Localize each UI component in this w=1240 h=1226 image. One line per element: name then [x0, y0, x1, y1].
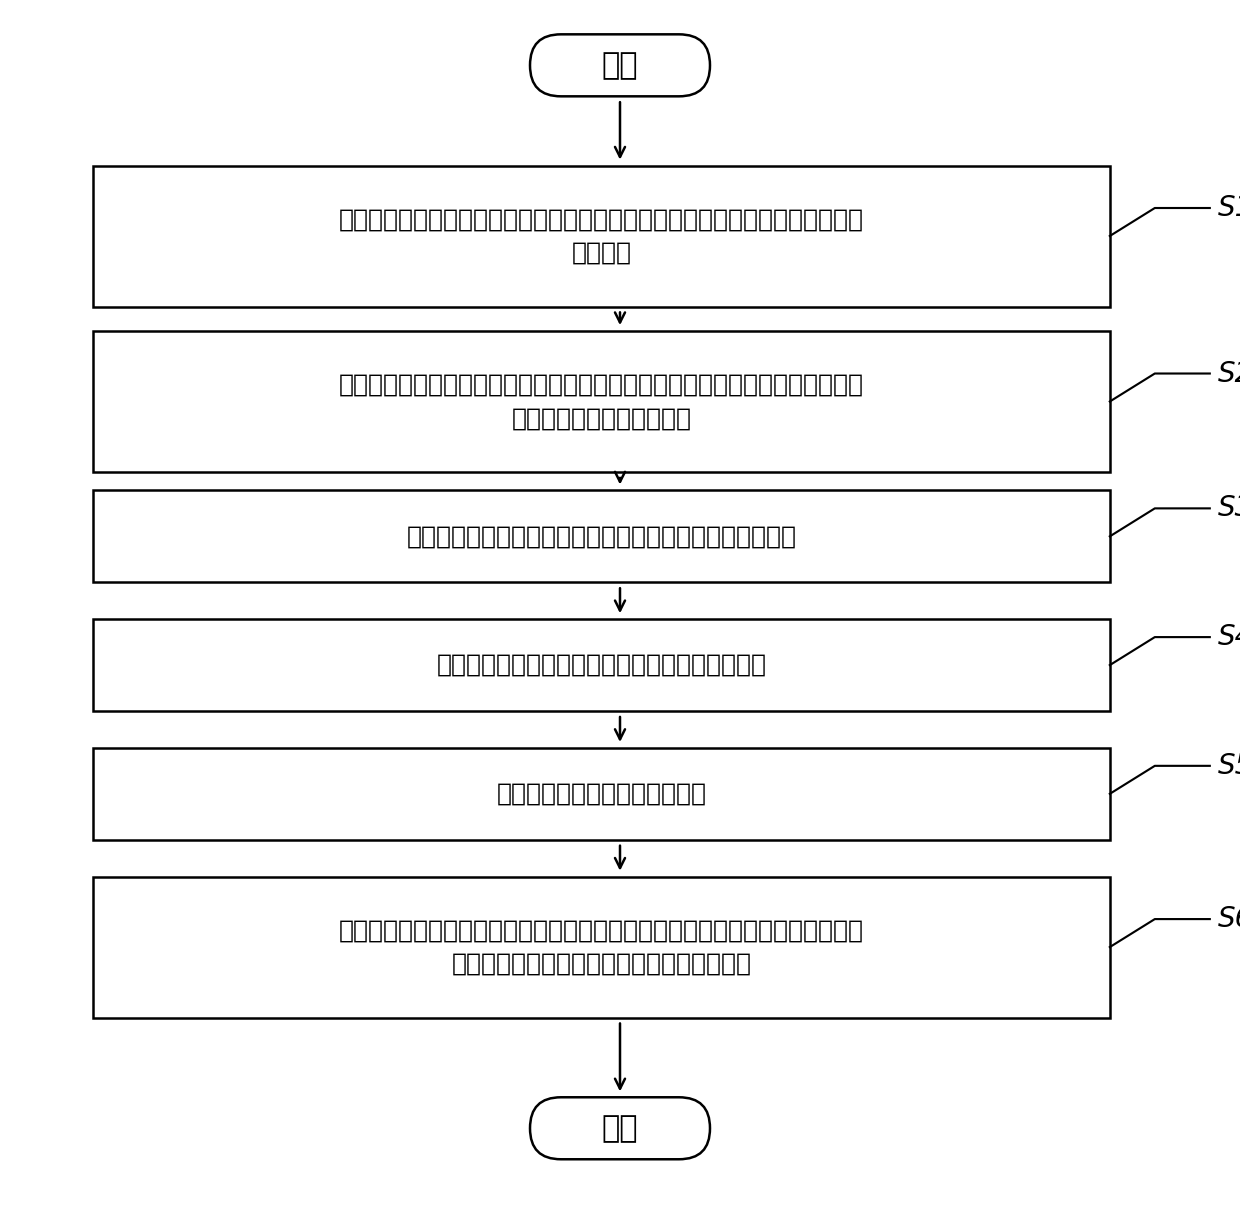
- Text: 将加速度传感器布置于列车车庄地板上，持续获取列车运行过程中的车体振动加
速度数据: 将加速度传感器布置于列车车庄地板上，持续获取列车运行过程中的车体振动加 速度数据: [339, 207, 864, 265]
- FancyBboxPatch shape: [529, 1097, 711, 1160]
- Text: 根据列车的速度信息和出现钙轨波磨时的峰値频率获取波磨波长，并根据里程信
息获取其具体位置，完成钙轨波磨病害的识别: 根据列车的速度信息和出现钙轨波磨时的峰値频率获取波磨波长，并根据里程信 息获取其…: [339, 918, 864, 976]
- Text: S1: S1: [1218, 194, 1240, 222]
- Text: 根据车体振动主频获取出现钙轨波磨时的峰値频率: 根据车体振动主频获取出现钙轨波磨时的峰値频率: [436, 653, 766, 677]
- Bar: [93, 490, 1110, 582]
- Text: S2: S2: [1218, 359, 1240, 387]
- Bar: [93, 166, 1110, 306]
- FancyBboxPatch shape: [529, 34, 711, 97]
- Bar: [93, 331, 1110, 472]
- Text: S6: S6: [1218, 905, 1240, 933]
- Bar: [93, 748, 1110, 840]
- Text: 开始: 开始: [601, 50, 639, 80]
- Bar: [93, 877, 1110, 1018]
- Text: 结束: 结束: [601, 1113, 639, 1143]
- Text: 将列车运行过程中的车体振动加速度数据按照车站区间进行划分，得到相邻两车
站间的车体振动加速度数据: 将列车运行过程中的车体振动加速度数据按照车站区间进行划分，得到相邻两车 站间的车…: [339, 373, 864, 430]
- Text: 根据相邻两车站间的车体振动加速度数据获取车体振动主频: 根据相邻两车站间的车体振动加速度数据获取车体振动主频: [407, 525, 796, 548]
- Text: 获取列车的速度信息和里程信息: 获取列车的速度信息和里程信息: [496, 782, 707, 805]
- Text: S5: S5: [1218, 752, 1240, 780]
- Text: S4: S4: [1218, 623, 1240, 651]
- Text: S3: S3: [1218, 494, 1240, 522]
- Bar: [93, 619, 1110, 711]
